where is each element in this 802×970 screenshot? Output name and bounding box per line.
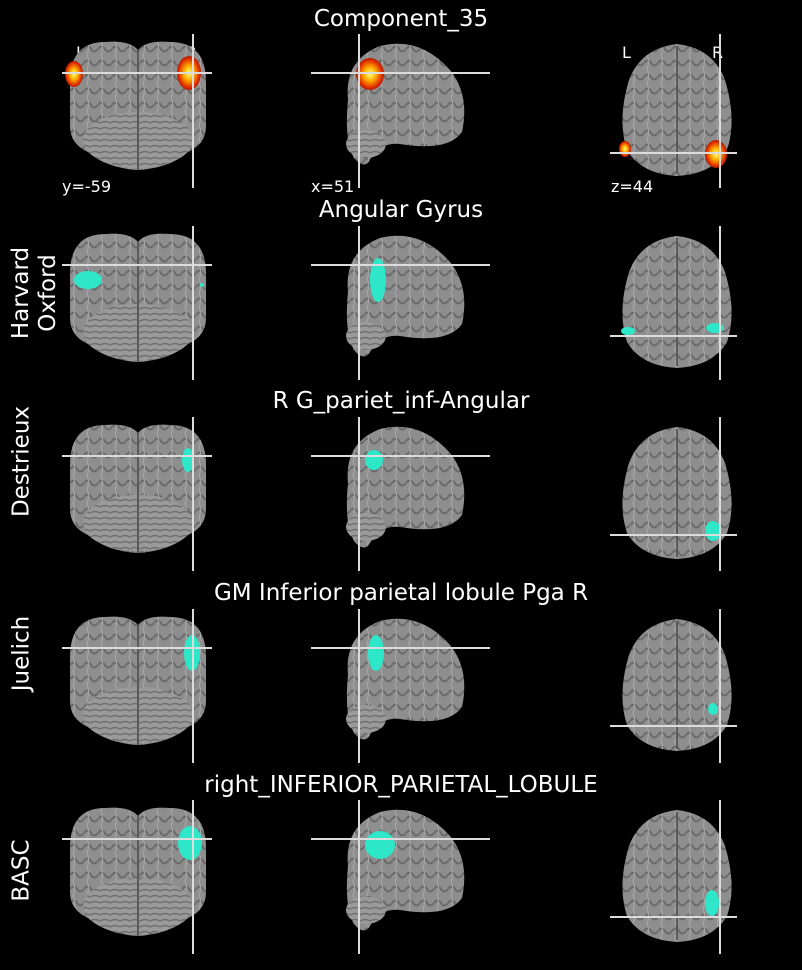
overlay-blob bbox=[200, 283, 204, 287]
sagittal-cerebellum bbox=[346, 896, 386, 924]
overlay-blob bbox=[706, 323, 724, 333]
left-orientation-label-axial: L bbox=[622, 43, 631, 62]
overlay-blob bbox=[705, 521, 721, 541]
overlay-blob bbox=[182, 448, 194, 472]
sagittal-coordinate-label: x=51 bbox=[311, 177, 355, 196]
overlay-blob bbox=[74, 271, 102, 289]
row-title-harvard-oxford: Angular Gyrus bbox=[318, 197, 484, 223]
overlay-blob bbox=[621, 327, 635, 335]
row-title-destrieux: R G_pariet_inf-Angular bbox=[272, 388, 530, 414]
sagittal-cerebellum bbox=[346, 705, 386, 733]
overlay-blob bbox=[365, 831, 395, 859]
overlay-blob bbox=[365, 450, 383, 470]
right-orientation-label-axial: R bbox=[712, 43, 724, 62]
figure-title: Component_35 bbox=[313, 6, 489, 32]
row-title-basc: right_INFERIOR_PARIETAL_LOBULE bbox=[204, 772, 598, 798]
coronal-coordinate-label: y=-59 bbox=[62, 177, 112, 196]
sagittal-cerebellum bbox=[346, 513, 386, 541]
overlay-blob bbox=[708, 703, 718, 715]
row-title-juelich: GM Inferior parietal lobule Pga R bbox=[213, 580, 589, 606]
overlay-blob bbox=[368, 635, 384, 671]
sagittal-cerebellum bbox=[346, 130, 386, 158]
overlay-blob bbox=[705, 890, 719, 916]
axial-coordinate-label: z=44 bbox=[611, 177, 654, 196]
overlay-blob bbox=[619, 141, 631, 157]
overlay-blob bbox=[178, 826, 202, 860]
sagittal-cerebellum bbox=[346, 322, 386, 350]
overlay-blob bbox=[370, 258, 386, 302]
